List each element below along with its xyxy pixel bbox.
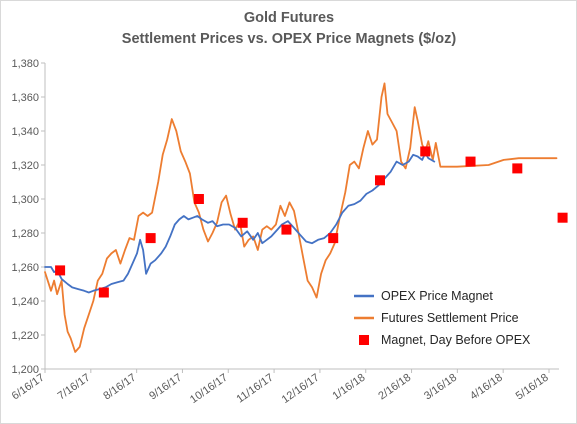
x-tick-label: 7/16/17 [56,372,93,403]
magnet-point [237,217,248,228]
magnet-point [98,287,109,298]
y-tick-label: 1,220 [11,330,39,342]
legend-label-opex: OPEX Price Magnet [381,289,493,303]
legend-label-magnet: Magnet, Day Before OPEX [381,333,531,347]
magnet-point [328,233,339,244]
x-axis: 6/16/17 7/16/17 8/16/17 9/16/17 10/16/17 11/1… [10,368,559,406]
series-line-opex [44,152,436,294]
chart-title: Gold Futures [244,10,334,26]
magnet-point [557,212,568,223]
legend-swatch-magnet [359,335,369,345]
y-tick-label: 1,240 [11,296,39,308]
legend-label-futures: Futures Settlement Price [381,311,519,325]
x-tick-label: 10/16/17 [188,372,230,406]
x-tick-label: 12/16/17 [280,372,322,406]
y-tick-label: 1,380 [11,58,39,70]
y-tick-label: 1,200 [11,364,39,376]
magnet-markers [55,146,568,298]
y-tick-label: 1,260 [11,262,39,274]
x-tick-label: 2/16/18 [376,372,413,403]
x-tick-label: 11/16/17 [235,372,276,406]
magnet-point [55,265,66,276]
magnet-point [374,175,385,186]
series-line-futures [44,82,558,353]
y-tick-label: 1,360 [11,92,39,104]
magnet-point [512,163,523,174]
chart-subtitle: Settlement Prices vs. OPEX Price Magnets… [122,31,457,47]
magnet-point [465,156,476,167]
magnet-point [420,146,431,157]
x-tick-label: 4/16/18 [468,372,505,403]
y-axis: 1,200 1,220 1,240 1,260 1,280 1,300 1,320 1,340… [11,58,46,376]
y-tick-label: 1,300 [11,194,39,206]
x-tick-label: 6/16/17 [10,372,47,403]
legend: OPEX Price Magnet Futures Settlement Pri… [354,289,531,347]
magnet-point [193,194,204,204]
magnet-point [281,224,292,235]
y-tick-label: 1,320 [11,160,39,172]
series-lines [44,82,558,353]
x-tick-label: 3/16/18 [422,372,459,403]
x-tick-label: 9/16/17 [147,372,184,403]
y-tick-label: 1,280 [11,228,39,240]
y-tick-label: 1,340 [11,126,39,138]
magnet-point [145,233,156,244]
x-tick-label: 8/16/17 [101,372,138,403]
x-tick-label: 1/16/18 [330,372,367,403]
x-tick-label: 5/16/18 [514,372,551,403]
